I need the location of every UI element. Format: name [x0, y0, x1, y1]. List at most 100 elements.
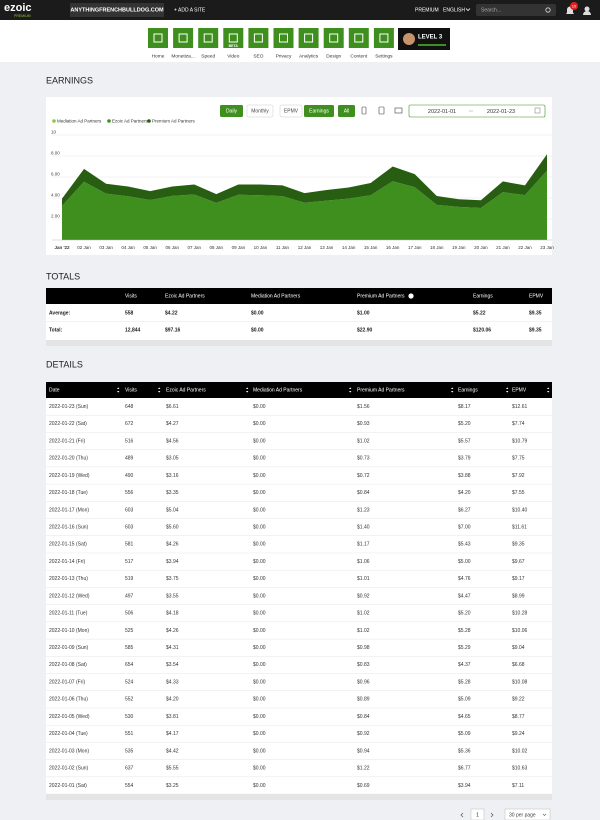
td: $4.27 [166, 421, 179, 427]
td: 530 [125, 714, 134, 720]
td: $3.94 [458, 783, 471, 789]
table-header [46, 288, 552, 304]
tool-icon[interactable] [148, 28, 168, 48]
tool-icon[interactable] [248, 28, 269, 48]
td: $3.25 [166, 783, 179, 789]
td: 2022-01-03 (Mon) [49, 748, 89, 754]
td: $1.23 [357, 507, 370, 513]
td: $0.00 [253, 697, 266, 703]
x-tick-label: 19 Jan [452, 245, 466, 250]
td: $10.40 [512, 507, 528, 513]
site-selector[interactable] [70, 3, 164, 17]
tool-icon[interactable] [348, 28, 369, 48]
th: Ezoic Ad Partners [165, 293, 205, 299]
tool-icon[interactable] [323, 28, 344, 48]
desktop-icon[interactable] [394, 107, 403, 114]
sort-icon[interactable] [547, 387, 550, 393]
th: Premium Ad Partners [357, 387, 405, 393]
td: 2022-01-12 (Wed) [49, 593, 90, 599]
tool-icon[interactable] [173, 28, 194, 48]
beta-badge: BETA [229, 44, 239, 48]
caret [465, 8, 471, 12]
td: 603 [125, 524, 134, 530]
legend-dot [147, 119, 151, 123]
user-icon[interactable] [584, 6, 590, 12]
td: $4.20 [166, 697, 179, 703]
tool-icon[interactable] [223, 28, 244, 48]
tool-icon[interactable] [298, 28, 319, 48]
tool-icon[interactable] [273, 28, 294, 48]
x-tick-label: 21 Jan [496, 245, 510, 250]
calendar-icon[interactable] [534, 107, 541, 114]
td: $1.02 [357, 611, 370, 617]
td: 2022-01-11 (Tue) [49, 611, 88, 617]
legend-dot [52, 119, 56, 123]
td: $4.76 [458, 576, 471, 582]
x-tick-label: 14 Jan [342, 245, 356, 250]
td: $0.00 [253, 628, 266, 634]
epmv-button[interactable] [279, 104, 303, 118]
brand: ezoic [4, 2, 32, 14]
td: $8.17 [458, 404, 471, 410]
td: $4.56 [166, 438, 179, 444]
date-range[interactable] [408, 104, 546, 118]
td: $0.72 [357, 473, 370, 479]
area-1 [62, 170, 547, 240]
td: $4.26 [166, 542, 179, 548]
td: $6.77 [458, 766, 471, 772]
mobile-icon[interactable] [361, 106, 367, 115]
date-to: 2022-01-23 [487, 109, 515, 115]
th: Ezoic Ad Partners [166, 387, 206, 393]
prev-page[interactable] [460, 812, 464, 818]
page-box[interactable] [470, 808, 485, 820]
monthly: Monthly [251, 109, 269, 115]
scrollbar[interactable] [46, 340, 552, 346]
td: $4.33 [166, 679, 179, 685]
td: $0.83 [357, 662, 370, 668]
td: $0.00 [253, 473, 266, 479]
td: $1.06 [357, 559, 370, 565]
badge-count: 10 [572, 3, 577, 8]
monthly-button[interactable] [246, 104, 274, 118]
next-page[interactable] [490, 812, 494, 818]
sort-icon[interactable] [349, 387, 352, 393]
td: $3.75 [166, 576, 179, 582]
legend-dot [107, 119, 111, 123]
td: 2022-01-22 (Sat) [49, 421, 87, 427]
tool-label: Analytics [299, 53, 319, 59]
td: $5.00 [458, 559, 471, 565]
td: 2022-01-09 (Sun) [49, 645, 89, 651]
td: $0.00 [253, 507, 266, 513]
sort-icon[interactable] [451, 387, 454, 393]
scrollbar[interactable] [46, 794, 552, 800]
earnings-button[interactable] [304, 105, 334, 117]
search-box[interactable] [476, 4, 556, 16]
daily-button[interactable] [220, 105, 243, 117]
td: $0.94 [357, 748, 370, 754]
table-header [46, 382, 552, 398]
td: 648 [125, 404, 134, 410]
x-tick-label: 03 Jan [99, 245, 113, 250]
tool-label: Speed [201, 53, 215, 59]
tool-label: Content [350, 53, 367, 59]
x-tick-label: 04 Jan [121, 245, 135, 250]
td: 524 [125, 679, 134, 685]
th: EPMV [529, 293, 544, 299]
user-icon-body [583, 11, 591, 15]
tool-icon[interactable] [373, 28, 394, 48]
tool-icon[interactable] [198, 28, 219, 48]
th: Premium Ad Partners [357, 293, 405, 299]
td: $0.84 [357, 490, 370, 496]
sort-icon[interactable] [246, 387, 249, 393]
sort-icon[interactable] [158, 387, 161, 393]
td: $4.37 [458, 662, 471, 668]
sort-icon[interactable] [117, 387, 120, 393]
tablet-icon[interactable] [378, 106, 385, 115]
td: $1.40 [357, 524, 370, 530]
all-button[interactable] [338, 105, 355, 117]
per-page-select[interactable] [504, 808, 551, 820]
td: 2022-01-15 (Sat) [49, 542, 87, 548]
td: $1.56 [357, 404, 370, 410]
sort-icon[interactable] [506, 387, 509, 393]
td: 2022-01-05 (Wed) [49, 714, 90, 720]
